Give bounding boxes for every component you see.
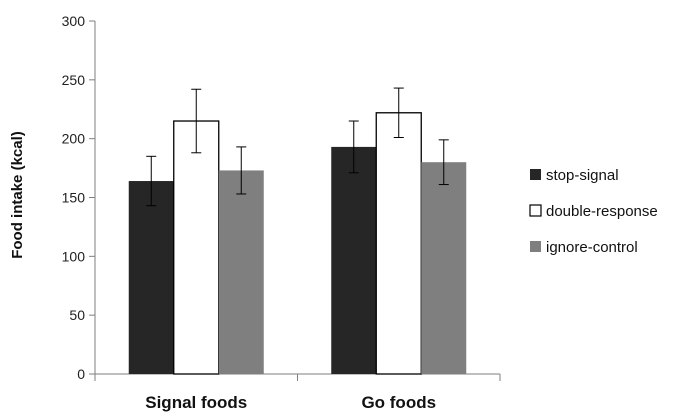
y-tick-label: 250 [62,72,86,88]
y-tick-label: 300 [62,13,86,29]
legend-label-stop-signal: stop-signal [546,167,619,184]
y-axis-title: Food intake (kcal) [9,131,26,259]
bar-ignore-control [218,170,264,374]
bar-double-response [173,120,220,375]
legend-label-ignore-control: ignore-control [546,239,638,256]
bar-double-response [375,112,422,375]
y-tick-label: 150 [62,190,86,206]
legend-swatch-stop-signal [530,169,541,180]
bar-ignore-control [421,162,467,374]
y-tick-label: 100 [62,248,86,264]
legend: stop-signal double-response ignore-control [529,167,658,256]
y-tick-label: 200 [62,131,86,147]
legend-label-double-response: double-response [546,203,658,220]
y-tick-label: 50 [69,307,85,323]
legend-swatch-ignore-control [530,241,541,252]
bars-group [128,112,467,375]
bar-stop-signal [331,146,377,374]
legend-swatch-double-response [529,204,542,217]
y-tick-label: 0 [77,366,85,382]
x-category-label: Signal foods [145,393,247,412]
x-axis: Signal foods Go foods [94,373,501,412]
error-bars-group [146,87,449,207]
bar-stop-signal [128,181,174,374]
x-category-label: Go foods [361,393,436,412]
y-axis: 0 50 100 150 200 250 300 [62,13,96,382]
